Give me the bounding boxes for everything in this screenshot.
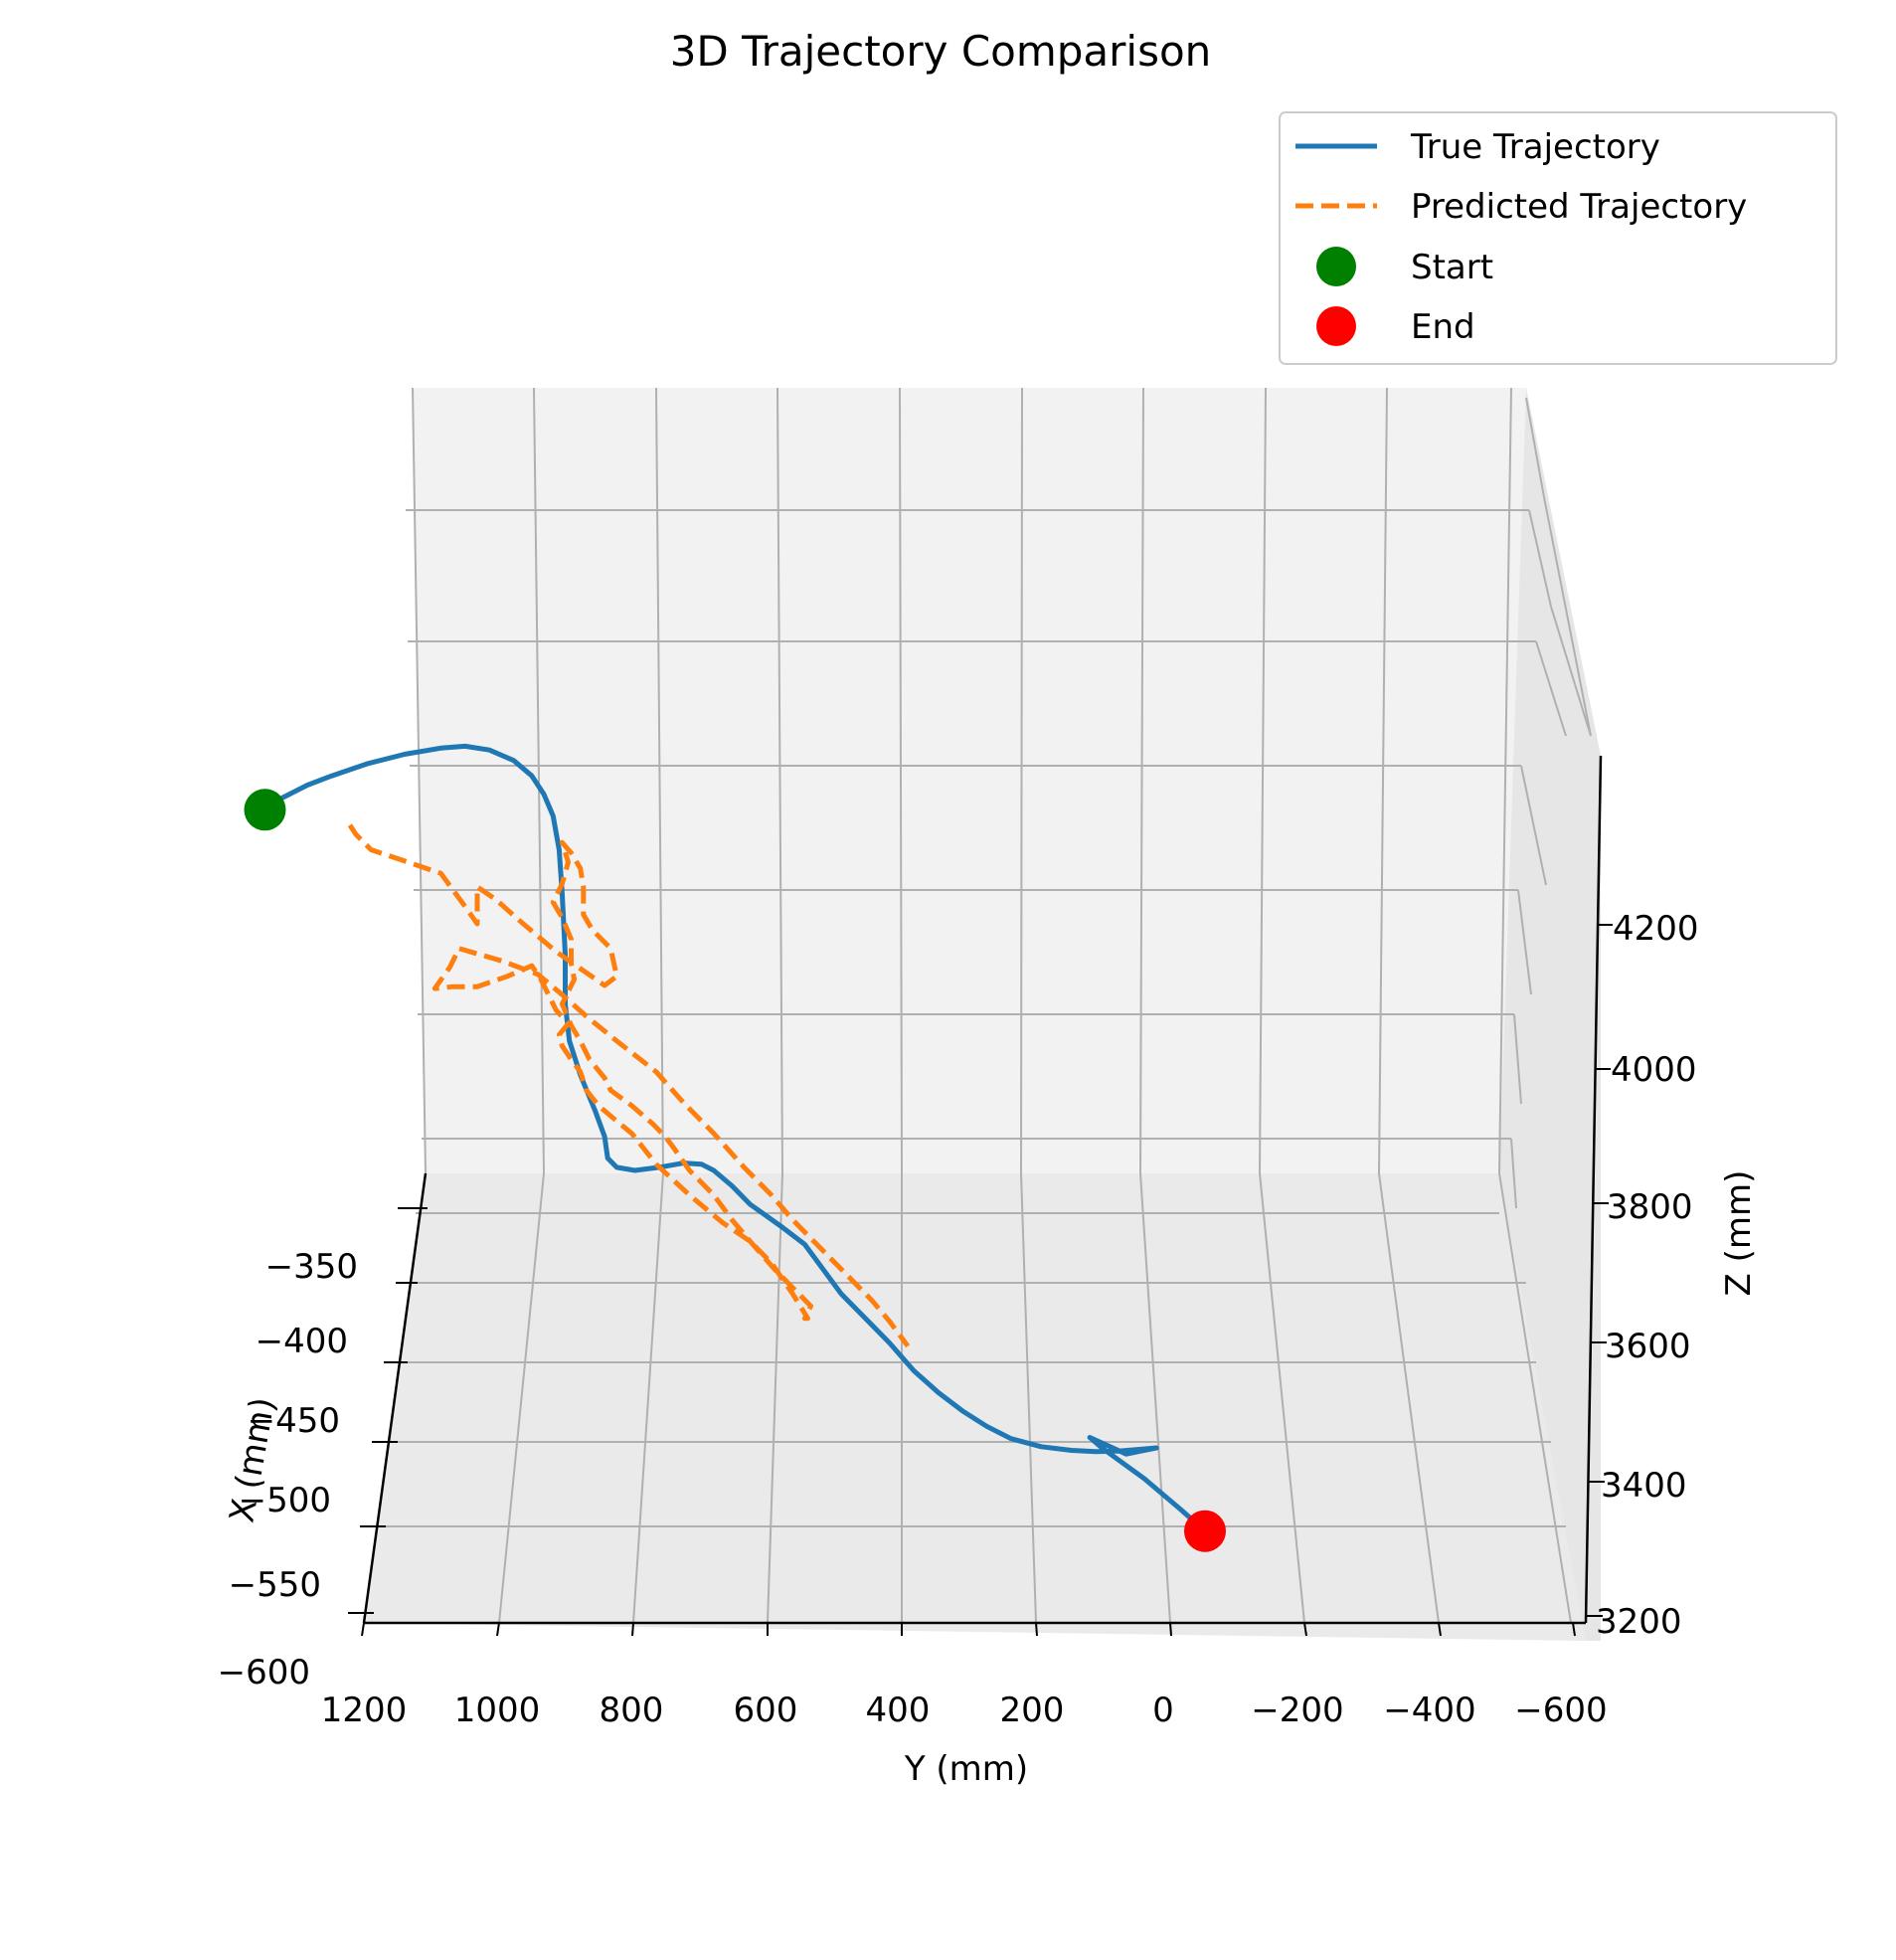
floor-pane	[364, 1173, 1601, 1641]
z-tick-1: 3400	[1601, 1466, 1687, 1506]
series-layer	[244, 743, 1226, 1552]
y-axis-label: Y (mm)	[904, 1749, 1028, 1789]
legend-label-predicted: Predicted Trajectory	[1411, 187, 1747, 227]
x-tick-1: −400	[256, 1322, 348, 1361]
legend-box	[1279, 111, 1837, 365]
x-tick-0: −350	[265, 1247, 358, 1287]
y-axis-ticks: 1200 1000 800 600 400 200 0 −200 −400 −6…	[321, 1622, 1608, 1730]
y-tick-0: 1200	[321, 1691, 408, 1730]
x-tick-4: −550	[229, 1565, 321, 1605]
z-axis-ticks: 3200 3400 3600 3800 4000 4200	[1587, 909, 1699, 1642]
y-tick-3: 600	[734, 1691, 798, 1730]
chart-title: 3D Trajectory Comparison	[670, 27, 1212, 76]
x-tick-5: −600	[218, 1653, 310, 1693]
axes-lines	[362, 755, 1603, 1625]
z-tick-2: 3600	[1605, 1327, 1691, 1366]
z-tick-4: 4000	[1611, 1050, 1697, 1090]
y-tick-2: 800	[600, 1691, 664, 1730]
x-tick-3: −500	[239, 1481, 331, 1520]
end-marker	[1184, 1510, 1226, 1552]
z-axis-label: Z (mm)	[1719, 1170, 1759, 1297]
y-tick-9: −600	[1514, 1691, 1607, 1730]
y-tick-6: 0	[1152, 1691, 1174, 1730]
z-tick-0: 3200	[1596, 1602, 1682, 1642]
y-tick-4: 400	[866, 1691, 931, 1730]
legend-marker-end	[1316, 306, 1356, 346]
z-tick-5: 4200	[1613, 909, 1699, 949]
y-tick-7: −200	[1251, 1691, 1343, 1730]
side-pane	[1499, 388, 1601, 1641]
legend-label-start: Start	[1411, 248, 1493, 287]
x-tick-2: −450	[248, 1401, 340, 1441]
legend-marker-start	[1316, 247, 1356, 286]
grid	[363, 387, 1592, 1624]
y-tick-1: 1000	[454, 1691, 541, 1730]
y-tick-8: −400	[1383, 1691, 1475, 1730]
z-tick-3: 3800	[1607, 1187, 1693, 1227]
start-marker	[244, 789, 286, 831]
legend-label-true: True Trajectory	[1410, 127, 1660, 167]
x-axis-ticks: −350 −400 −450 −500 −550 −600	[218, 1207, 428, 1693]
y-tick-5: 200	[1000, 1691, 1065, 1730]
predicted-trajectory-line	[347, 823, 911, 1348]
legend: True Trajectory Predicted Trajectory Sta…	[1279, 111, 1837, 365]
legend-label-end: End	[1411, 307, 1475, 347]
